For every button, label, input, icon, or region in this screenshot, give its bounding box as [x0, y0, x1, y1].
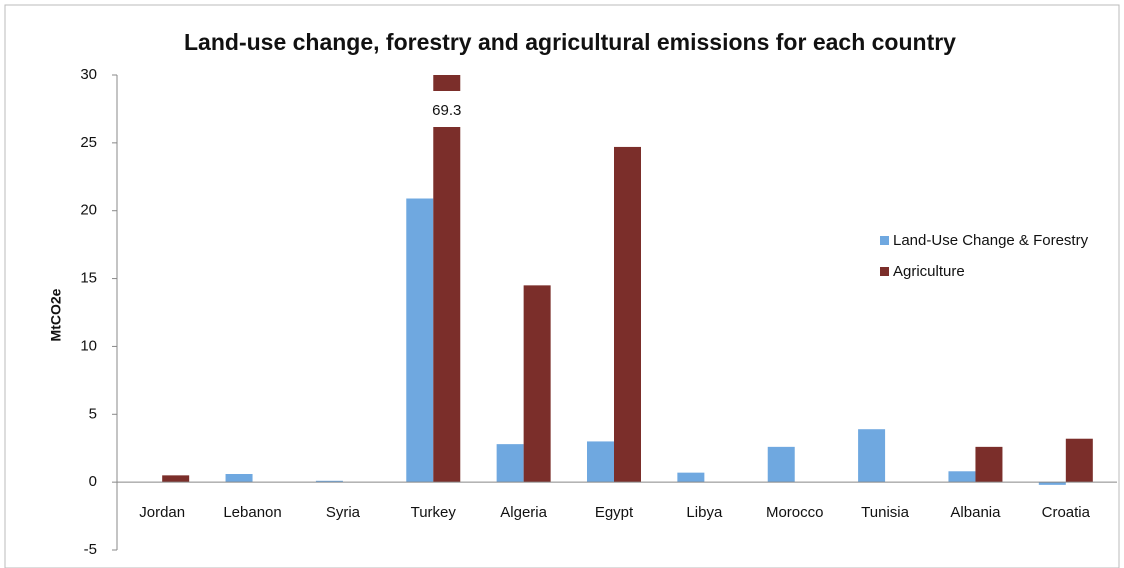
x-tick-label: Libya — [686, 504, 723, 521]
bar — [523, 285, 551, 483]
x-tick-label: Tunisia — [861, 504, 909, 521]
bar — [496, 444, 524, 483]
x-tick-label: Algeria — [500, 504, 547, 521]
bar — [315, 480, 343, 483]
bar — [225, 474, 253, 483]
y-tick-label: 0 — [89, 473, 97, 490]
bar — [614, 146, 641, 483]
chart-title: Land-use change, forestry and agricultur… — [184, 29, 956, 55]
y-tick-label: 15 — [80, 270, 97, 287]
x-tick-label: Jordan — [139, 504, 185, 521]
legend-label: Land-Use Change & Forestry — [893, 232, 1089, 249]
y-tick-label: -5 — [84, 541, 97, 558]
bar — [677, 472, 705, 483]
y-tick-label: 25 — [80, 134, 97, 151]
axis-break — [430, 91, 464, 127]
legend-label: Agriculture — [893, 263, 965, 280]
value-label: 69.3 — [432, 102, 461, 119]
bar — [587, 441, 614, 483]
bar — [406, 198, 434, 483]
bars — [162, 75, 1093, 485]
frame — [4, 4, 1120, 568]
bar — [162, 475, 190, 483]
bar — [433, 75, 461, 483]
legend-swatch — [880, 267, 889, 276]
y-axis-label: MtCO2e — [48, 288, 64, 341]
y-tick-label: 30 — [80, 66, 97, 83]
y-tick-label: 5 — [89, 405, 97, 422]
x-tick-label: Croatia — [1042, 504, 1091, 521]
x-tick-label: Syria — [326, 504, 361, 521]
legend-swatch — [880, 236, 889, 245]
bar — [1065, 438, 1093, 483]
bar — [767, 446, 795, 483]
x-tick-label: Egypt — [595, 504, 634, 521]
bar — [858, 429, 886, 483]
x-tick-label: Lebanon — [223, 504, 281, 521]
y-tick-label: 20 — [80, 202, 97, 219]
x-tick-label: Turkey — [411, 504, 457, 521]
bar — [948, 471, 976, 483]
bar — [1038, 482, 1066, 485]
x-tick-label: Morocco — [766, 504, 824, 521]
bar — [975, 446, 1003, 483]
x-tick-label: Albania — [950, 504, 1001, 521]
y-tick-label: 10 — [80, 337, 97, 354]
